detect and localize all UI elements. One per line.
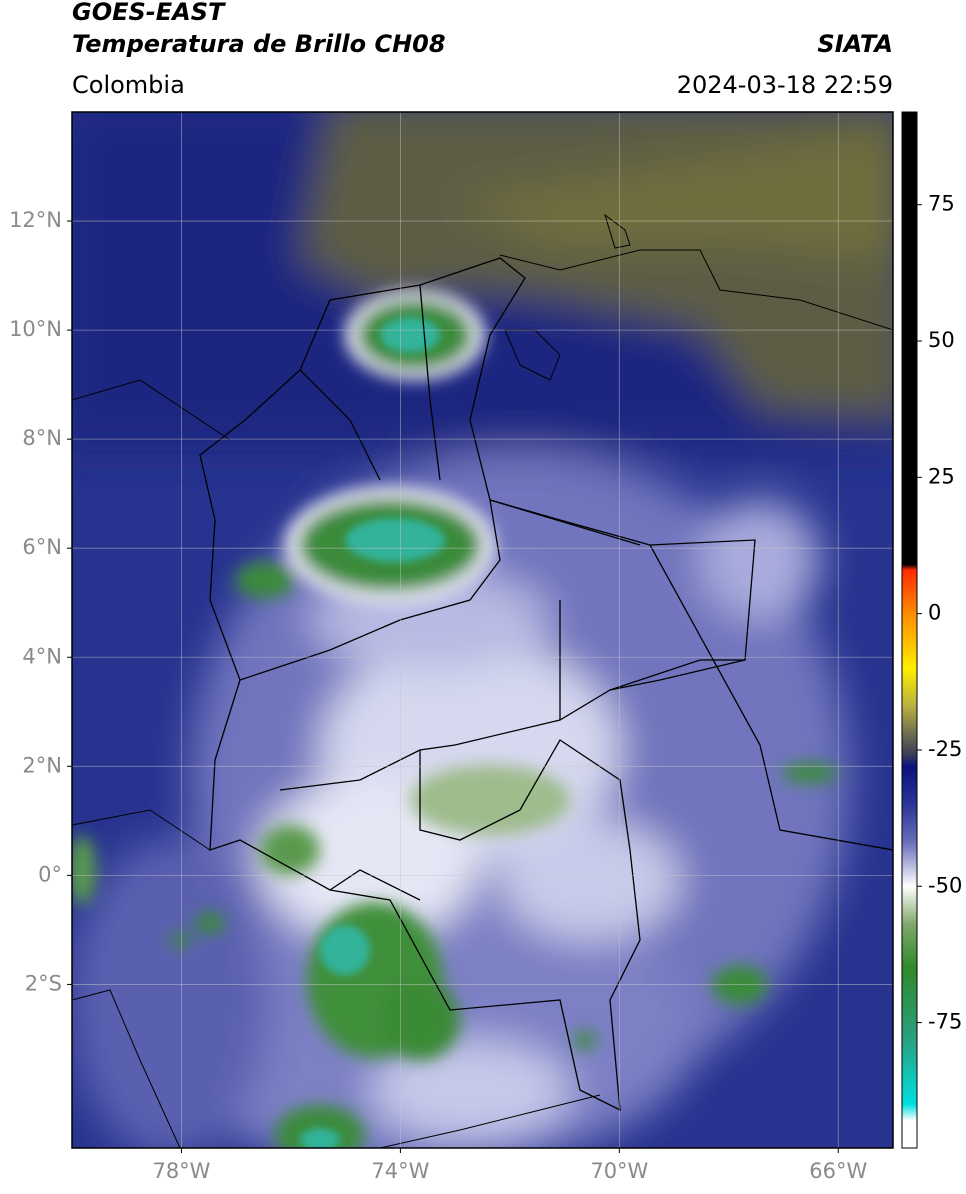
title: GOES-EAST (72, 0, 226, 26)
datetime: 2024-03-18 22:59 (677, 71, 893, 99)
y-tick-label: 6°N (22, 535, 62, 559)
colorbar (901, 111, 918, 1149)
x-tick-label: 66°W (809, 1159, 867, 1183)
y-tick-label: 12°N (9, 208, 62, 232)
x-tick-label: 74°W (371, 1159, 429, 1183)
colorbar-tick-label: 0 (928, 601, 941, 625)
colorbar-tick-label: 75 (928, 192, 955, 216)
subtitle: Temperatura de Brillo CH08 (72, 30, 446, 58)
y-tick-label: 2°N (22, 753, 62, 777)
y-tick-label: 10°N (9, 317, 62, 341)
colorbar-tick-label: 25 (928, 464, 955, 488)
map-frame (71, 111, 894, 1149)
y-tick-label: 4°N (22, 644, 62, 668)
colorbar-tick-label: 50 (928, 328, 955, 352)
country-border (199, 257, 756, 1112)
colorbar-tick-label: -25 (928, 737, 962, 761)
y-tick-label: 2°S (25, 971, 62, 995)
source: SIATA (817, 30, 893, 58)
admin-border (239, 284, 893, 901)
coastline (72, 213, 893, 1148)
colorbar-tick-label: -50 (928, 873, 962, 897)
x-tick-label: 70°W (590, 1159, 648, 1183)
colorbar-tick-label: -75 (928, 1010, 962, 1034)
x-tick-label: 78°W (152, 1159, 210, 1183)
region: Colombia (72, 71, 185, 99)
y-tick-label: 8°N (22, 426, 62, 450)
y-tick-label: 0° (38, 862, 62, 886)
grid (72, 112, 893, 1148)
satellite-image (72, 112, 893, 1148)
